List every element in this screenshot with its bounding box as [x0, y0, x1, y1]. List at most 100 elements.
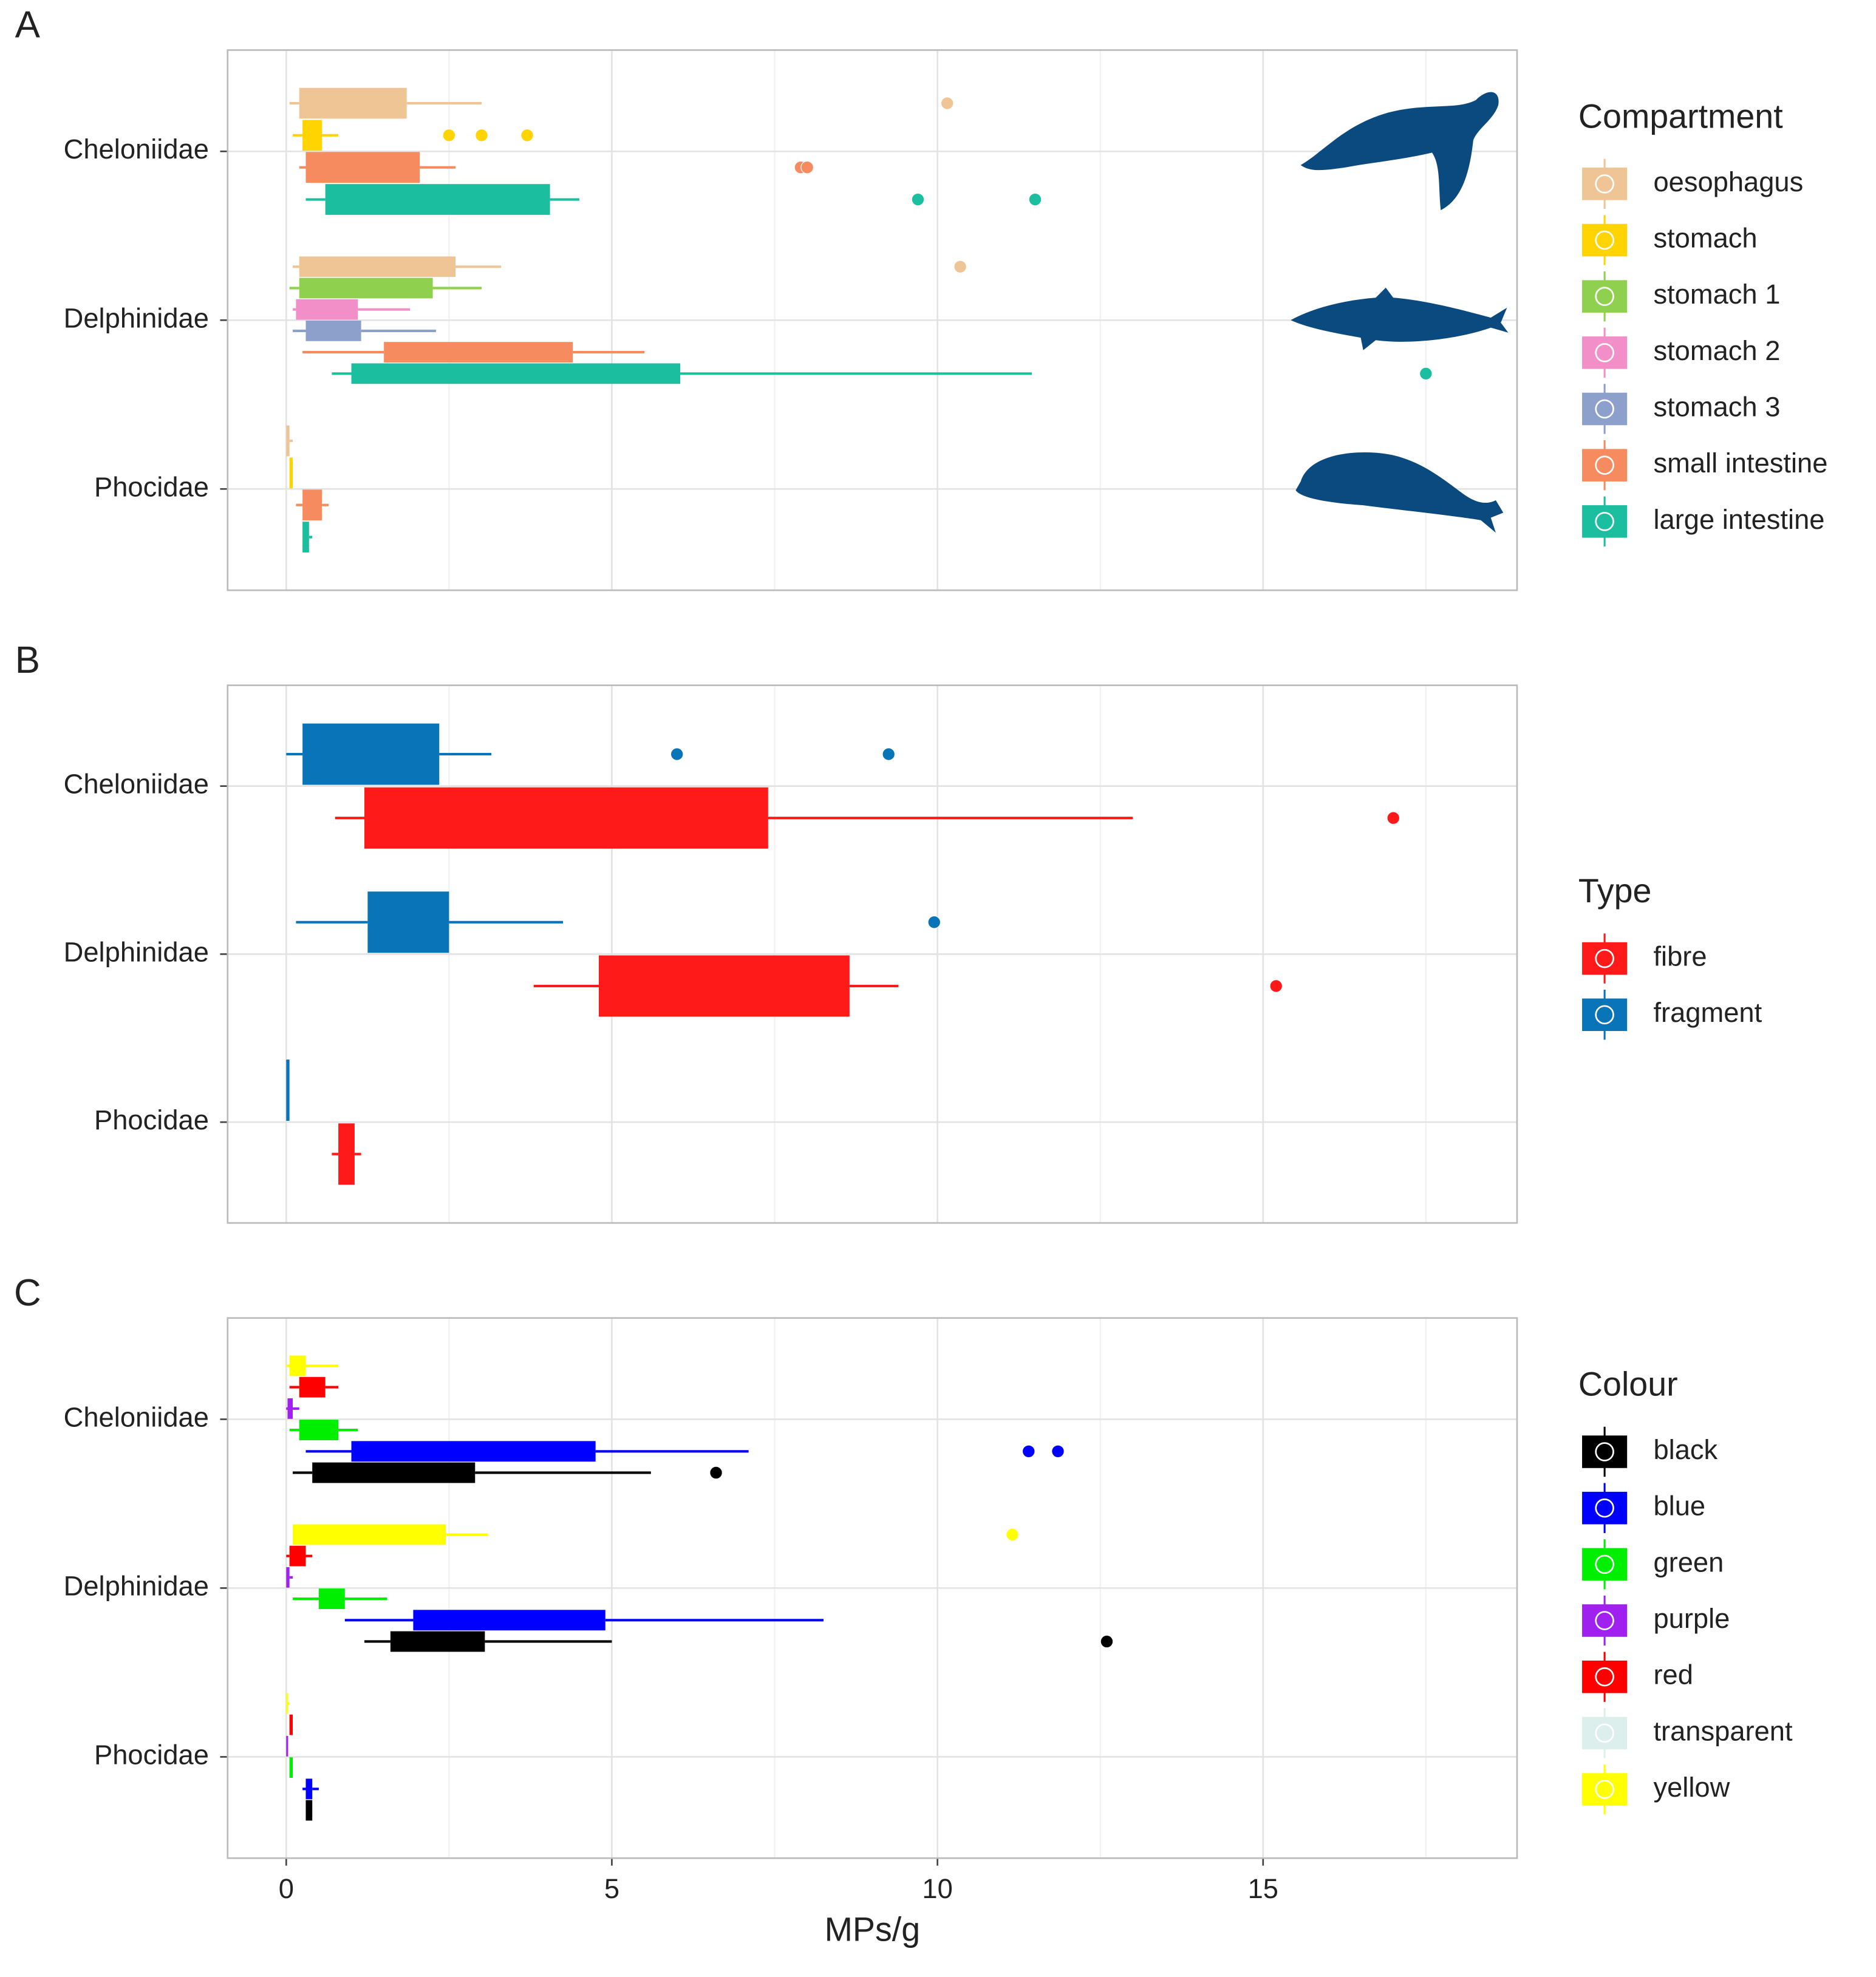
box	[305, 320, 361, 341]
legend-label: green	[1653, 1547, 1724, 1577]
seal	[1295, 452, 1504, 533]
legend-key	[1582, 1548, 1628, 1581]
box	[299, 87, 407, 119]
legend-label: fragment	[1653, 997, 1762, 1028]
legend-key-point	[1595, 455, 1614, 475]
outlier	[670, 747, 684, 761]
outlier	[800, 160, 814, 174]
box	[286, 1735, 288, 1757]
y-tick-label: Phocidae	[94, 1739, 209, 1770]
legend-key-point	[1595, 1442, 1614, 1461]
outlier	[953, 260, 967, 274]
box	[302, 120, 322, 151]
y-tick-label: Cheloniidae	[64, 134, 209, 165]
box	[318, 1588, 345, 1609]
legend-key	[1582, 223, 1628, 257]
box	[289, 1545, 306, 1567]
y-tick-label: Phocidae	[94, 471, 209, 502]
legend-key	[1582, 1660, 1628, 1693]
box	[351, 1441, 596, 1462]
x-tick-label: 15	[1248, 1873, 1278, 1904]
box	[351, 363, 681, 384]
outlier	[1269, 979, 1283, 993]
box	[299, 256, 456, 277]
legend-key-point	[1595, 399, 1614, 419]
outlier	[1022, 1444, 1035, 1458]
legend-key	[1582, 449, 1628, 481]
legend-key	[1582, 1773, 1628, 1806]
box	[286, 425, 290, 457]
legend-key-point	[1595, 1498, 1614, 1518]
box	[299, 277, 433, 299]
box	[384, 342, 573, 363]
box	[390, 1631, 485, 1652]
x-axis-label: MPs/g	[825, 1910, 921, 1948]
outlier	[709, 1466, 723, 1480]
box	[413, 1610, 605, 1631]
box	[367, 891, 449, 953]
legend-label: stomach	[1653, 222, 1757, 253]
panel-label: A	[15, 4, 41, 46]
panel-border	[227, 684, 1518, 1224]
legend-label: stomach 3	[1653, 391, 1780, 422]
legend-key-point	[1595, 174, 1614, 194]
legend-key	[1582, 942, 1628, 975]
legend-label: yellow	[1653, 1772, 1730, 1803]
legend-key-point	[1595, 343, 1614, 362]
outlier	[442, 128, 456, 142]
x-tick-label: 5	[604, 1873, 619, 1904]
outlier	[1051, 1444, 1065, 1458]
box	[299, 1420, 339, 1440]
y-tick-label: Cheloniidae	[64, 769, 209, 800]
turtle	[1300, 92, 1499, 211]
legend-title: Compartment	[1578, 97, 1783, 135]
legend-key	[1582, 1435, 1628, 1468]
legend-key	[1582, 392, 1628, 426]
legend-key-point	[1595, 1723, 1614, 1743]
box	[302, 522, 309, 553]
legend-label: black	[1653, 1434, 1717, 1465]
legend-label: large intestine	[1653, 504, 1824, 535]
outlier	[911, 192, 925, 206]
legend-key	[1582, 1491, 1628, 1525]
legend-key	[1582, 505, 1628, 538]
box	[293, 1524, 446, 1545]
y-tick-label: Phocidae	[94, 1104, 209, 1135]
legend-key-point	[1595, 1780, 1614, 1799]
legend-label: red	[1653, 1659, 1693, 1690]
panel-label: B	[15, 639, 40, 681]
outlier	[1006, 1528, 1019, 1542]
legend-label: blue	[1653, 1491, 1705, 1522]
outlier	[940, 97, 954, 110]
legend-key-point	[1595, 230, 1614, 250]
outlier	[520, 128, 534, 142]
box	[305, 152, 420, 183]
legend-key	[1582, 280, 1628, 313]
outlier	[1028, 192, 1042, 206]
legend-title: Type	[1578, 872, 1652, 910]
box	[312, 1462, 476, 1483]
panel-border	[227, 1317, 1518, 1859]
box	[338, 1123, 355, 1185]
legend-label: small intestine	[1653, 447, 1827, 478]
y-tick-label: Delphinidae	[64, 1570, 209, 1601]
legend-key	[1582, 336, 1628, 369]
outlier	[475, 128, 488, 142]
panel-border	[227, 49, 1518, 591]
legend-label: purple	[1653, 1603, 1730, 1634]
legend-key-point	[1595, 1005, 1614, 1024]
outlier	[1387, 811, 1400, 825]
box	[287, 1398, 293, 1419]
box	[289, 1757, 293, 1778]
box	[286, 1567, 290, 1588]
legend-label: oesophagus	[1653, 166, 1803, 197]
y-tick-label: Cheloniidae	[64, 1401, 209, 1432]
box	[305, 1800, 313, 1821]
legend-key-point	[1595, 512, 1614, 531]
box	[325, 184, 550, 215]
box	[302, 489, 322, 521]
box	[364, 787, 768, 849]
panel-label: C	[14, 1272, 41, 1314]
legend-key	[1582, 998, 1628, 1032]
